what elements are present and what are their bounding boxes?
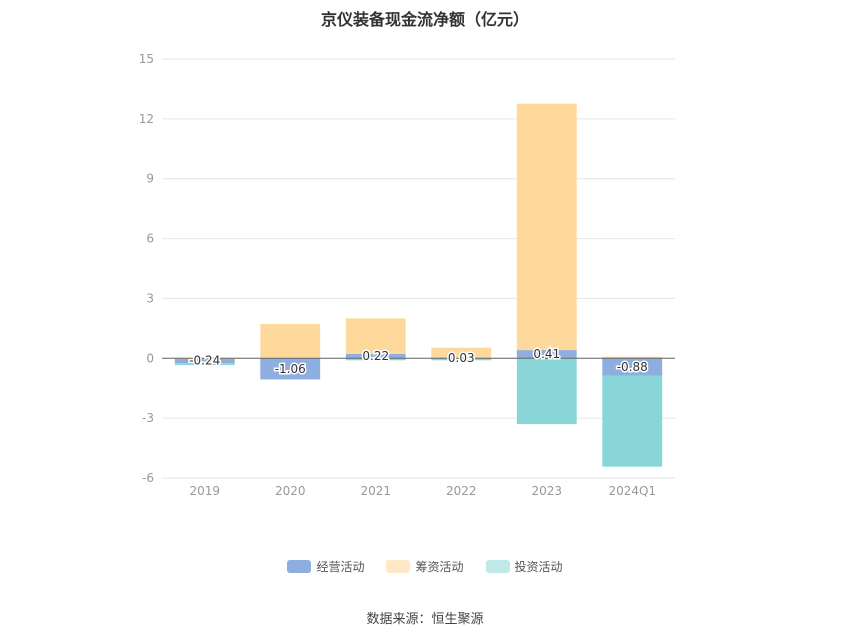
bar-经营活动 — [516, 350, 577, 359]
bar-投资活动 — [431, 358, 492, 361]
legend-item-investing[interactable]: 投资活动 — [485, 558, 563, 575]
x-tick-label: 2020 — [275, 484, 306, 498]
y-tick-label: 9 — [146, 172, 154, 186]
bar-经营活动 — [260, 358, 321, 380]
data-label: 0.41 — [533, 347, 560, 361]
y-tick-label: -3 — [142, 411, 154, 425]
data-label: -0.88 — [617, 360, 648, 374]
x-tick-label: 2023 — [531, 484, 562, 498]
data-label: -0.24 — [189, 354, 220, 368]
legend-label-operating: 经营活动 — [316, 560, 365, 574]
legend-swatch-financing — [386, 560, 411, 573]
y-tick-label: 15 — [139, 52, 154, 66]
legend-item-operating[interactable]: 经营活动 — [287, 558, 364, 575]
bar-筹资活动 — [431, 347, 492, 358]
x-tick-label: 2022 — [446, 484, 477, 498]
y-tick-label: 3 — [146, 291, 154, 305]
data-label: 0.22 — [362, 349, 389, 363]
y-tick-label: -6 — [142, 471, 154, 485]
bar-投资活动 — [602, 375, 663, 467]
bar-经营活动 — [602, 358, 663, 376]
y-tick-label: 6 — [146, 232, 154, 246]
bar-投资活动 — [345, 358, 406, 361]
y-tick-label: 0 — [146, 351, 154, 365]
bar-投资活动 — [516, 358, 577, 425]
bar-筹资活动 — [516, 103, 577, 351]
legend: 经营活动 筹资活动 投资活动 — [0, 558, 850, 575]
y-tick-label: 12 — [139, 112, 154, 126]
bar-筹资活动 — [345, 318, 406, 354]
x-tick-label: 2024Q1 — [608, 484, 656, 498]
data-label: 0.03 — [448, 351, 475, 365]
x-tick-label: 2019 — [189, 484, 220, 498]
legend-swatch-operating — [287, 560, 312, 573]
bar-筹资活动 — [260, 323, 321, 359]
bar-经营活动 — [345, 353, 406, 359]
bar-筹资活动 — [602, 356, 663, 359]
x-tick-label: 2021 — [360, 484, 391, 498]
bar-投资活动 — [174, 363, 235, 366]
legend-label-investing: 投资活动 — [514, 560, 563, 574]
legend-label-financing: 筹资活动 — [415, 560, 464, 574]
bar-经营活动 — [174, 358, 235, 364]
data-label: -1.06 — [275, 362, 306, 376]
legend-swatch-investing — [485, 560, 510, 573]
data-source-note: 数据来源：恒生聚源 — [366, 612, 484, 627]
legend-item-financing[interactable]: 筹资活动 — [386, 558, 464, 575]
chart-title: 京仪装备现金流净额（亿元） — [320, 10, 529, 29]
